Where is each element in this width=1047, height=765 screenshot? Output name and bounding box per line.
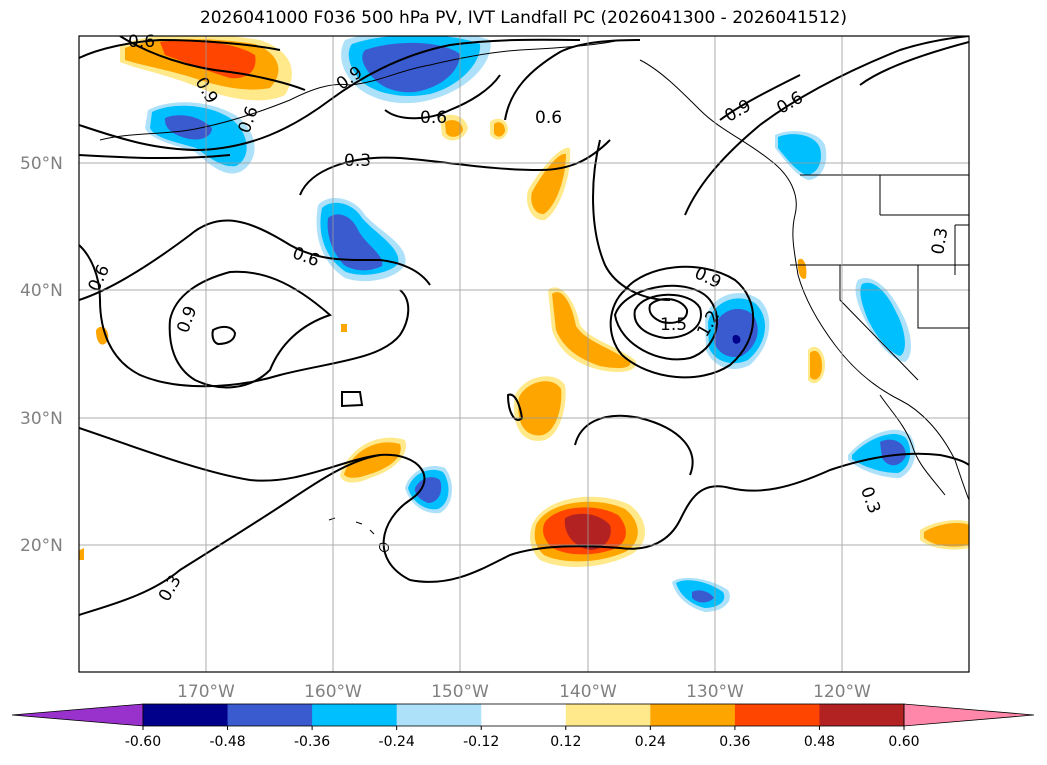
aleutian-chain	[99, 99, 291, 141]
lon-label-130w: 130°W	[686, 682, 744, 702]
contour-label: 0.6	[290, 243, 322, 271]
graticule	[79, 36, 969, 672]
colorbar: -0.60 -0.48 -0.36 -0.24 -0.12 0.12 0.24 0.36 0.4…	[11, 703, 1035, 750]
contour-label: 0.3	[344, 151, 371, 171]
contour-1.2-low	[613, 284, 719, 361]
colorbar-tick-label: -0.36	[294, 734, 330, 750]
lat-label-30n: 30°N	[20, 409, 63, 429]
colorbar-segment	[734, 704, 820, 726]
contour-0.9-west	[168, 270, 332, 389]
colorbar-tick-label: 0.60	[888, 734, 919, 750]
lon-label-160w: 160°W	[304, 682, 362, 702]
map-frame	[78, 35, 970, 673]
contour-0.6-aleut	[504, 39, 641, 121]
contour-0.6-aleutian	[79, 38, 581, 152]
lat-label-50n: 50°N	[20, 154, 63, 174]
lon-label-170w: 170°W	[177, 682, 235, 702]
colorbar-segment	[143, 704, 229, 726]
contour-1.8-low	[648, 298, 689, 324]
negative-anomaly-british-columbia	[775, 131, 827, 180]
lat-label-20n: 20°N	[20, 536, 63, 556]
contour-0.3-south	[79, 427, 969, 583]
pv-contours	[79, 36, 969, 616]
colorbar-segment	[396, 704, 482, 726]
contour-label: 0.6	[535, 108, 562, 128]
contour-1.2-west	[211, 325, 237, 346]
lon-label-150w: 150°W	[431, 682, 489, 702]
colorbar-segment	[565, 704, 651, 726]
negative-anomaly-sierra	[855, 278, 912, 362]
positive-anomaly-central-south	[514, 376, 566, 441]
colorbar-tick-label: 0.36	[719, 734, 750, 750]
contour-label: 1.5	[660, 315, 687, 335]
colorbar-segment	[312, 704, 398, 726]
coastlines	[99, 39, 969, 553]
colorbar-segment	[819, 704, 905, 726]
contour-0.3-mid	[574, 414, 694, 476]
negative-anomaly-central	[316, 197, 406, 282]
contour-0.6-top	[79, 38, 281, 59]
colorbar-segment	[650, 704, 736, 726]
positive-anomaly-west-subtropical	[340, 437, 406, 483]
figure-title: 2026041000 F036 500 hPa PV, IVT Landfall…	[199, 8, 847, 28]
contour-label: 0.9	[173, 303, 201, 335]
west-coast	[639, 59, 969, 501]
colorbar-extend-low	[11, 703, 144, 727]
shaded-fields	[79, 36, 969, 612]
lon-label-120w: 120°W	[813, 682, 871, 702]
contour-0.6-central	[79, 219, 431, 301]
hawaiian-islands	[328, 517, 389, 553]
contour-label: 0.6	[235, 104, 263, 136]
colorbar-frame	[142, 703, 905, 727]
contour-label: 0.3	[856, 484, 884, 516]
contour-label: 0.6	[128, 32, 155, 52]
latitude-labels: 50°N 40°N 30°N 20°N	[20, 154, 63, 556]
contour-0.9-ridge	[684, 36, 969, 216]
contour-0.3-north	[299, 139, 611, 196]
longitude-labels: 170°W 160°W 150°W 140°W 130°W 120°W	[177, 682, 871, 702]
border-fragment	[954, 224, 969, 275]
contour-0.6-north-center	[384, 74, 501, 120]
positive-anomaly-coastal-ca	[797, 258, 969, 550]
positive-anomaly-northeast-strip	[526, 147, 571, 221]
colorbar-extend-high	[903, 703, 1035, 727]
colorbar-segment	[227, 704, 313, 726]
contour-1.5-low	[633, 293, 702, 340]
colorbar-tick-label: 0.48	[804, 734, 835, 750]
negative-anomaly-baja	[848, 429, 916, 478]
lat-label-40n: 40°N	[20, 281, 63, 301]
baja-coast	[879, 394, 946, 496]
contour-0.9-top	[119, 36, 306, 91]
lon-label-140w: 140°W	[559, 682, 617, 702]
contour-label: 0.3	[155, 572, 186, 605]
contour-0.9-northeast	[719, 74, 801, 121]
colorbar-tick-label: -0.12	[463, 734, 499, 750]
contour-label: 0.6	[773, 88, 806, 119]
contour-label: 0.6	[420, 108, 447, 128]
colorbar-segment	[481, 704, 567, 726]
colorbar-tick-label: 0.12	[550, 734, 581, 750]
contour-0.9-low	[609, 265, 755, 379]
colorbar-tick-label: -0.24	[379, 734, 415, 750]
positive-anomaly-central-tongue	[548, 287, 636, 372]
negative-anomaly-subtropical	[672, 577, 730, 612]
colorbar-tick-label: -0.60	[125, 734, 161, 750]
colorbar-tick-label: 0.24	[635, 734, 666, 750]
contour-0.6-ridge-east	[859, 41, 969, 86]
contour-1.2-small	[341, 391, 364, 408]
alaska-coast	[289, 39, 621, 101]
contour-label: 0.3	[928, 226, 952, 256]
state-borders	[790, 174, 969, 381]
contour-0.6-line	[79, 154, 231, 160]
negative-anomaly-alaska	[341, 36, 491, 104]
contour-0.3-far-south	[79, 454, 381, 616]
colorbar-tick-label: -0.48	[209, 734, 245, 750]
contour-0.6-ridge	[592, 139, 671, 301]
positive-anomaly-small-cells	[79, 114, 508, 560]
negative-anomaly-hawaii-north	[405, 466, 452, 514]
